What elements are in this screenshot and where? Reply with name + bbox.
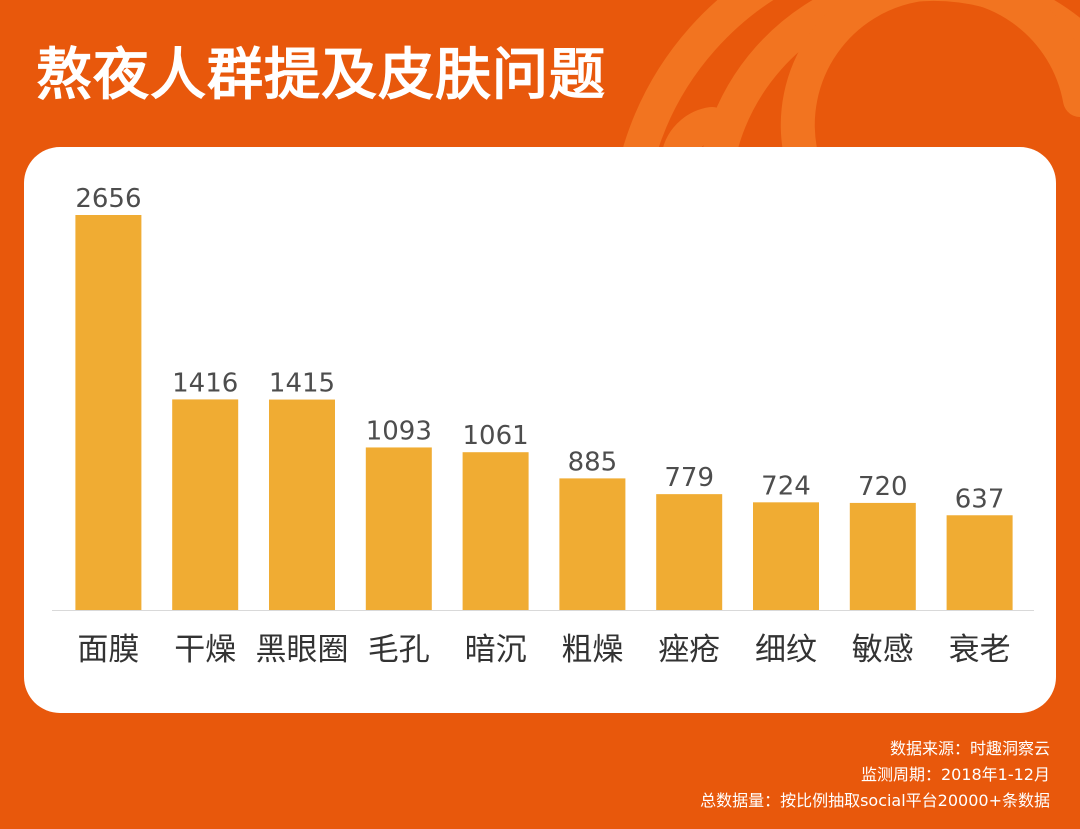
category-label-5: 粗燥 (561, 632, 623, 668)
bar-chart: 2656 1416 1415 1093 1061 885 779 724 720 637 面膜 干燥… (52, 184, 1034, 668)
bar-6 (656, 494, 723, 610)
category-label-9: 衰老 (949, 632, 1011, 668)
bar-0 (75, 215, 142, 610)
bar-4 (462, 452, 529, 610)
category-label-6: 痤疮 (658, 632, 720, 668)
value-label-8: 720 (858, 472, 908, 502)
footer-source: 数据来源：时趣洞察云 (889, 739, 1050, 758)
value-label-6: 779 (664, 463, 714, 493)
page-title: 熬夜人群提及皮肤问题 (36, 43, 606, 108)
value-label-9: 637 (955, 484, 1005, 514)
value-labels-group: 2656 1416 1415 1093 1061 885 779 724 720 637 (75, 184, 1004, 514)
bar-9 (946, 515, 1013, 610)
arc-inner (780, 0, 1080, 167)
category-label-1: 干燥 (174, 632, 236, 668)
category-labels-group: 面膜 干燥 黑眼圈 毛孔 暗沉 粗燥 痤疮 细纹 敏感 衰老 (77, 632, 1010, 668)
value-label-7: 724 (761, 471, 811, 501)
bar-7 (753, 502, 819, 610)
bar-1 (172, 399, 239, 610)
arc-outer (623, 0, 774, 167)
value-label-1: 1416 (172, 368, 238, 398)
bars-group (75, 215, 1013, 610)
footer-notes: 数据来源：时趣洞察云 监测周期：2018年1-12月 总数据量：按比例抽取soc… (700, 736, 1050, 814)
bar-2 (269, 399, 335, 610)
footer-period: 监测周期：2018年1-12月 (860, 765, 1050, 784)
category-label-0: 面膜 (77, 632, 139, 668)
category-label-7: 细纹 (755, 632, 817, 668)
decorative-arcs (623, 0, 1080, 167)
bar-3 (365, 447, 432, 610)
category-label-2: 黑眼圈 (256, 632, 349, 668)
value-label-3: 1093 (366, 416, 432, 446)
footer-total: 总数据量：按比例抽取social平台20000+条数据 (700, 791, 1050, 810)
category-label-3: 毛孔 (368, 632, 430, 668)
bar-5 (559, 478, 626, 610)
value-label-4: 1061 (463, 421, 529, 451)
category-label-4: 暗沉 (465, 632, 527, 668)
value-label-0: 2656 (75, 184, 141, 214)
value-label-5: 885 (568, 447, 618, 477)
arc-small (663, 107, 729, 167)
category-label-8: 敏感 (852, 632, 914, 668)
value-label-2: 1415 (269, 369, 335, 399)
bar-8 (849, 502, 916, 610)
